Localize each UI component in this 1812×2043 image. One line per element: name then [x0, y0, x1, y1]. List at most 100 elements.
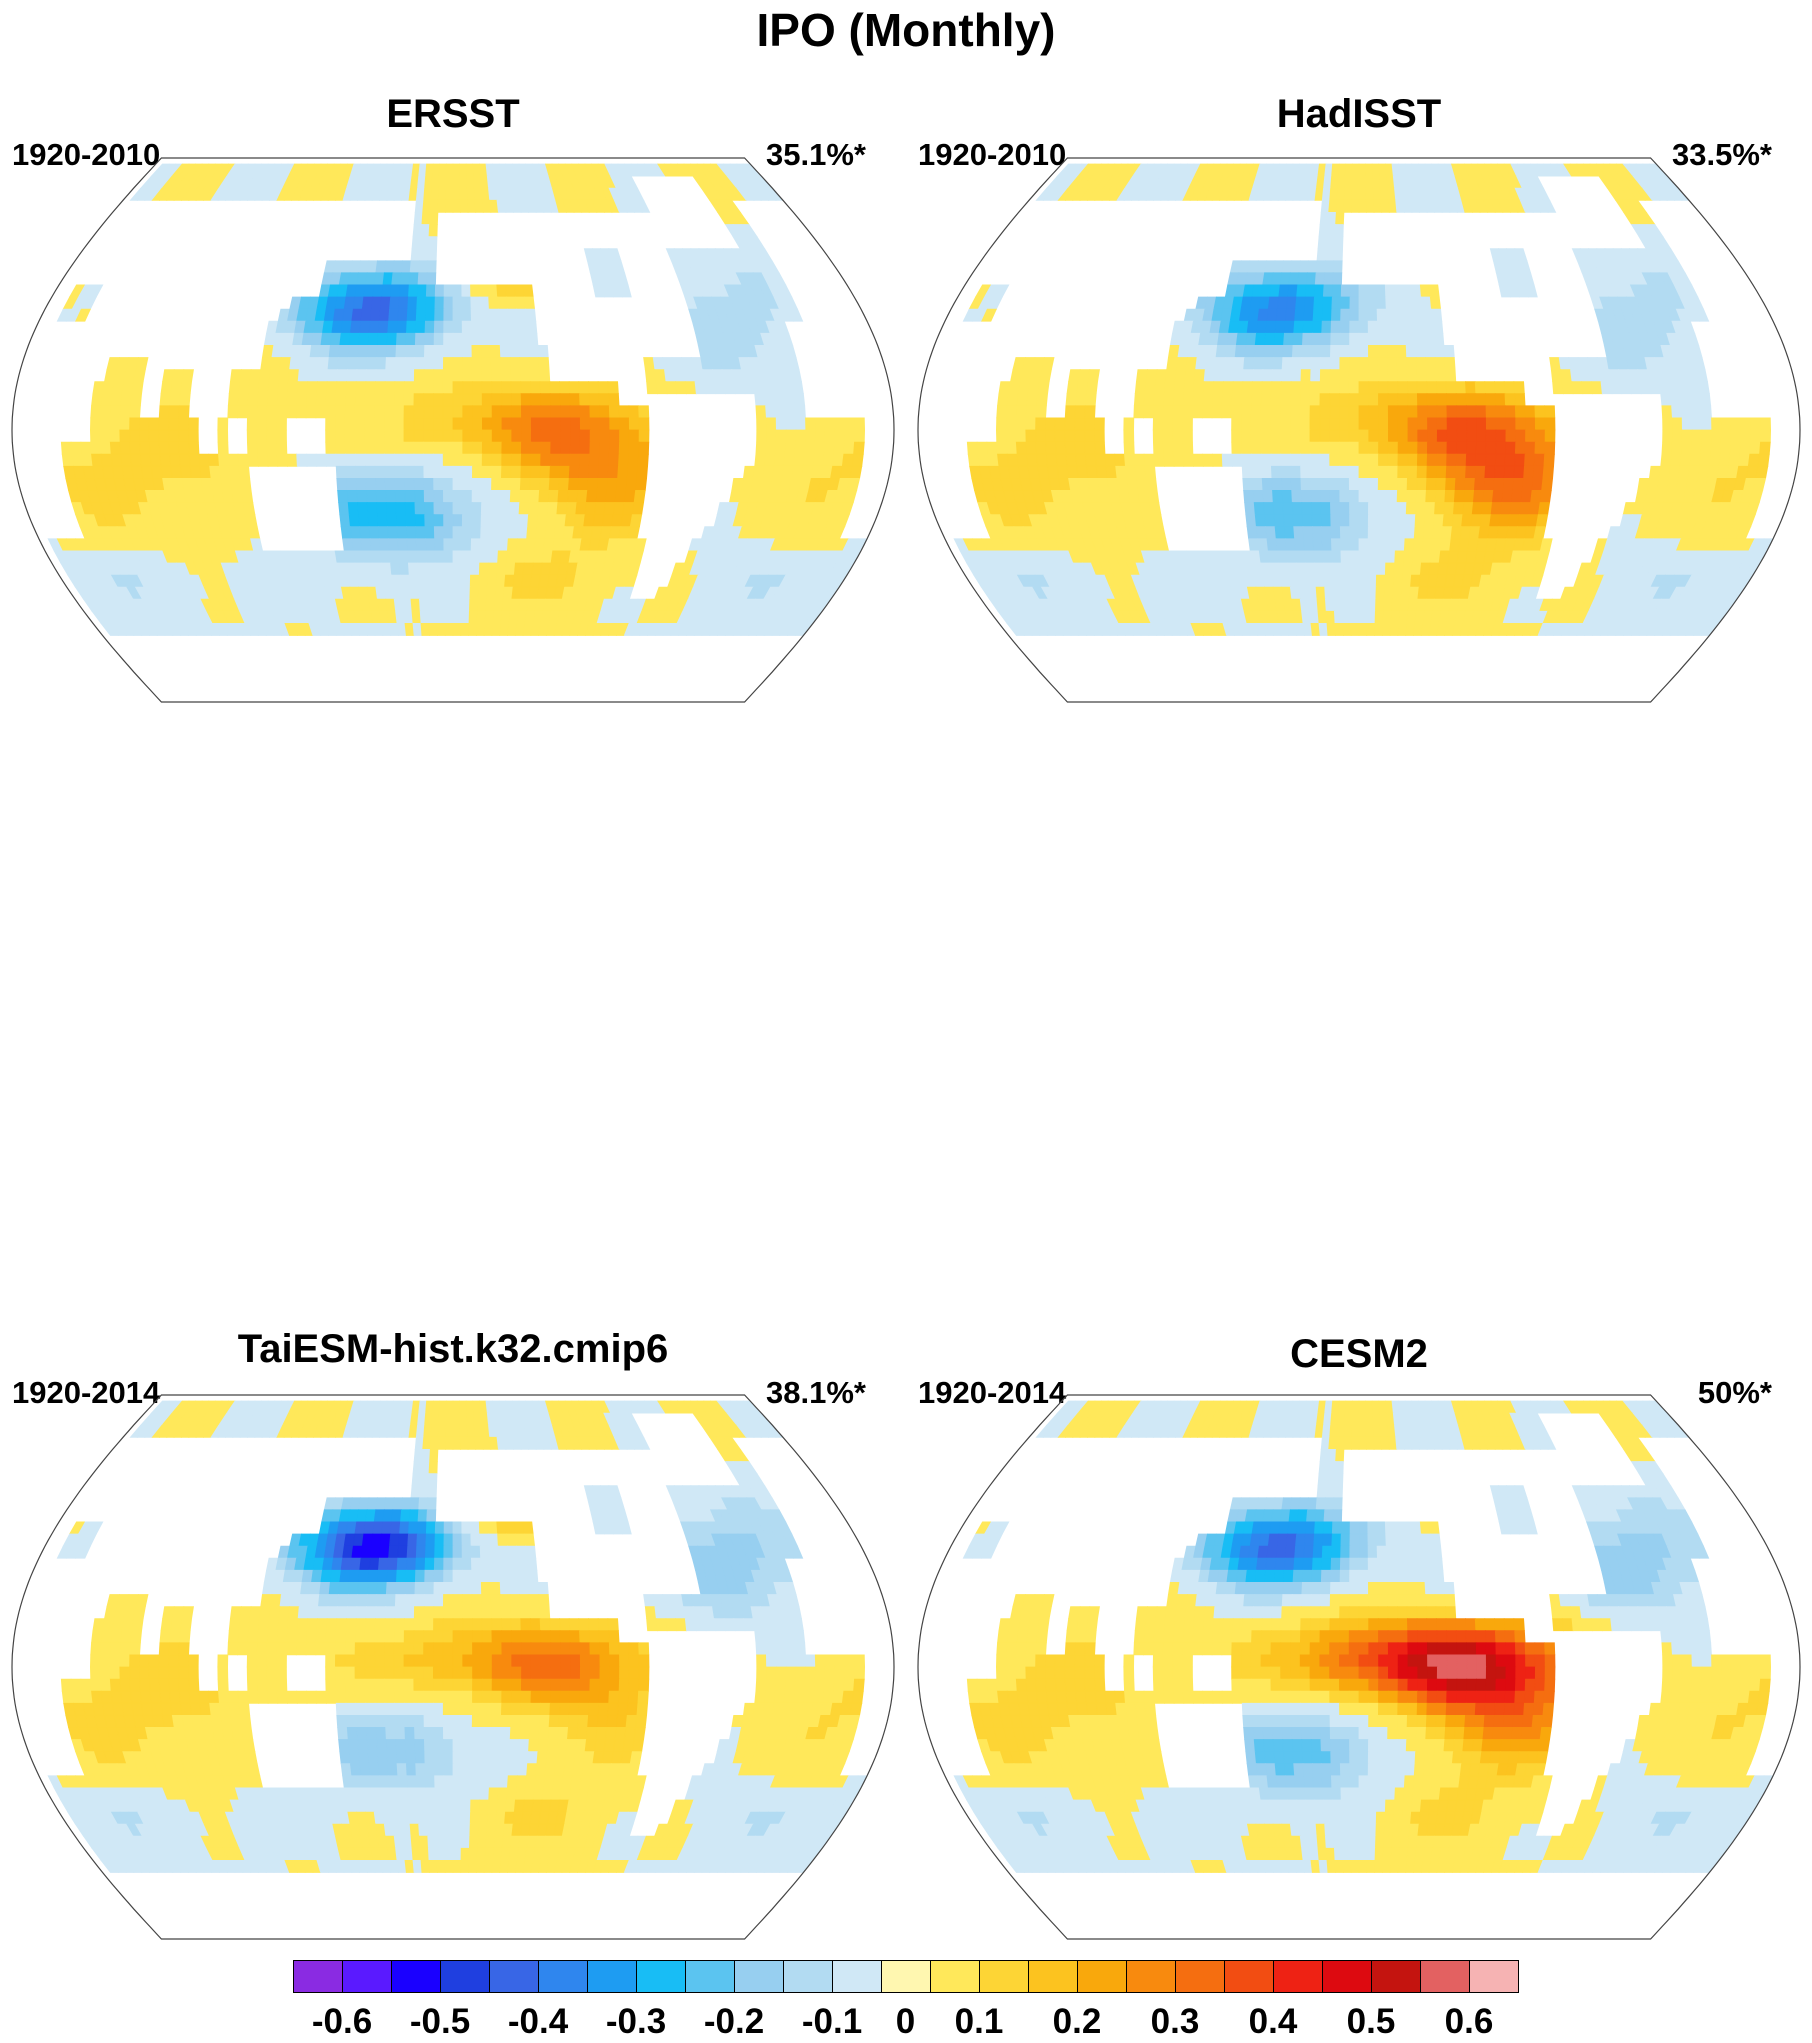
sst-cell [1341, 574, 1351, 588]
sst-cell [452, 344, 463, 358]
sst-cell [500, 477, 512, 491]
sst-cell [356, 489, 368, 503]
sst-cell [1495, 429, 1507, 443]
sst-cell [1212, 453, 1224, 467]
sst-cell [459, 1424, 469, 1438]
sst-cell [366, 344, 378, 358]
sst-cell [390, 562, 401, 576]
sst-cell [308, 357, 321, 371]
sst-cell [1037, 381, 1050, 395]
sst-cell [405, 514, 417, 528]
sst-cell [625, 477, 638, 491]
sst-cell [1351, 163, 1360, 177]
sst-cell [1759, 441, 1771, 455]
sst-cell [181, 369, 194, 383]
sst-cell [217, 417, 229, 431]
sst-cell [1184, 369, 1197, 383]
sst-cell [401, 1497, 412, 1511]
sst-cell [1319, 381, 1331, 395]
sst-cell [1054, 441, 1067, 455]
sst-cell [1671, 405, 1683, 419]
sst-cell [1503, 381, 1516, 395]
sst-cell [1412, 308, 1424, 322]
sst-cell [1005, 429, 1017, 443]
sst-cell [1074, 441, 1086, 455]
sst-cell [403, 610, 414, 624]
sst-cell [1305, 562, 1316, 576]
sst-cell [1192, 405, 1204, 419]
sst-cell [1524, 405, 1536, 419]
sst-cell [1016, 453, 1029, 467]
sst-cell [119, 405, 132, 419]
sst-cell [1366, 598, 1377, 612]
sst-cell [1387, 393, 1399, 407]
sst-cell [423, 369, 435, 383]
sst-cell [1367, 332, 1379, 346]
sst-cell [414, 502, 426, 516]
sst-cell [459, 163, 468, 177]
sst-cell [565, 502, 578, 516]
sst-cell [391, 1509, 402, 1523]
sst-cell [1760, 429, 1772, 443]
sst-cell [1436, 429, 1448, 443]
sst-cell [149, 453, 162, 467]
sst-cell [1252, 369, 1264, 383]
sst-cell [539, 465, 551, 479]
sst-cell [1472, 489, 1485, 503]
sst-cell [1064, 441, 1077, 455]
sst-cell [471, 381, 483, 395]
sst-cell [1351, 175, 1360, 189]
sst-cell [1312, 308, 1324, 322]
sst-cell [1532, 465, 1545, 479]
sst-cell [1466, 429, 1478, 443]
sst-cell [461, 574, 471, 588]
sst-cell [430, 187, 440, 201]
sst-cell [802, 453, 815, 467]
sst-cell [452, 1400, 461, 1414]
sst-cell [437, 1424, 447, 1438]
sst-cell [579, 393, 591, 407]
sst-cell [429, 212, 439, 225]
sst-cell [237, 453, 250, 467]
sst-cell [1245, 514, 1257, 528]
sst-cell [1303, 538, 1315, 552]
sst-cell [1385, 538, 1397, 552]
sst-cell [287, 381, 299, 395]
sst-cell [1317, 610, 1328, 624]
sst-cell [328, 344, 341, 358]
sst-cell [415, 1557, 426, 1571]
sst-cell [433, 514, 445, 528]
sst-cell [1304, 550, 1315, 564]
sst-cell [1417, 417, 1429, 431]
sst-cell [1396, 357, 1408, 371]
sst-cell [1358, 622, 1368, 636]
sst-cell [559, 465, 571, 479]
sst-cell [608, 393, 620, 407]
sst-cell [507, 320, 519, 334]
sst-cell [1155, 369, 1168, 383]
sst-cell [411, 610, 422, 624]
sst-cell [1514, 441, 1526, 455]
sst-cell [1182, 405, 1194, 419]
sst-cell [452, 562, 463, 576]
main-title: IPO (Monthly) [756, 4, 1056, 56]
sst-cell [1504, 453, 1516, 467]
sst-cell [1301, 514, 1313, 528]
sst-cell [466, 175, 475, 189]
sst-cell [628, 417, 640, 431]
sst-cell [481, 441, 493, 455]
sst-cell [1481, 502, 1493, 516]
sst-cell [1407, 393, 1419, 407]
sst-cell [432, 429, 444, 443]
sst-cell [462, 489, 473, 503]
sst-cell [501, 429, 513, 443]
sst-cell [481, 453, 493, 467]
sst-cell [1367, 562, 1378, 576]
sst-cell [1521, 477, 1534, 491]
sst-cell [413, 369, 425, 383]
sst-cell [824, 429, 836, 443]
sst-cell [1394, 308, 1406, 322]
sst-cell [588, 465, 600, 479]
sst-cell [266, 417, 278, 431]
sst-cell [360, 1545, 372, 1559]
